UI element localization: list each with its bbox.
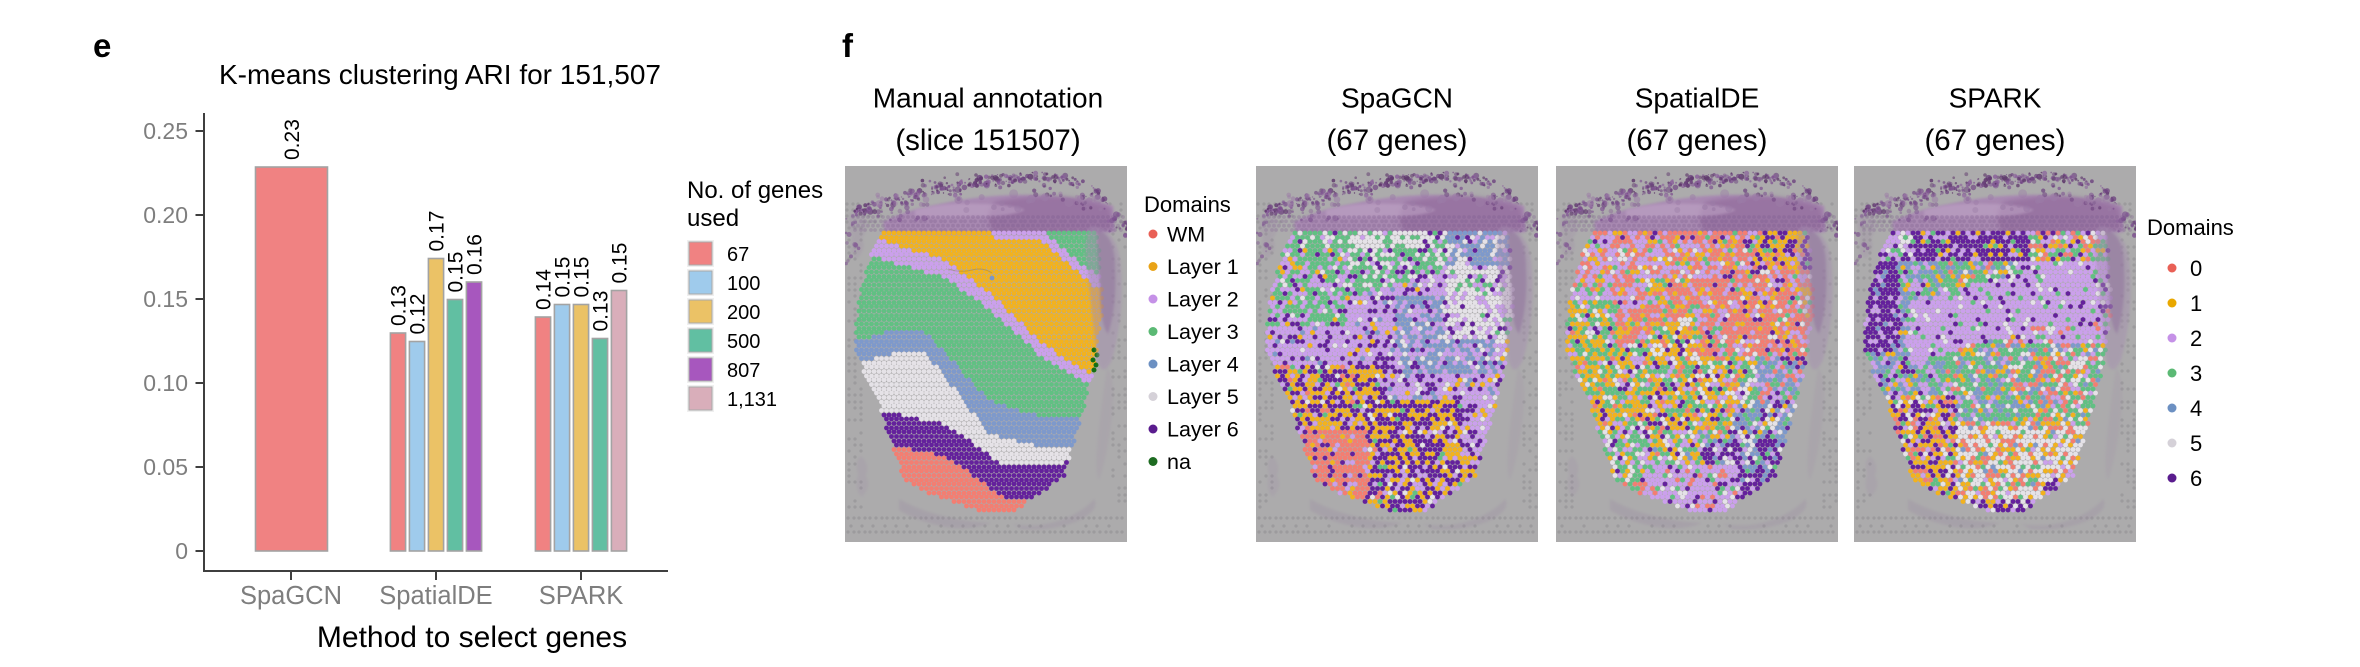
svg-text:SpaGCN: SpaGCN [1341, 83, 1453, 114]
svg-text:0.23: 0.23 [281, 119, 304, 160]
svg-text:3: 3 [2190, 361, 2202, 386]
svg-text:SPARK: SPARK [539, 582, 624, 610]
svg-text:0.10: 0.10 [143, 370, 188, 396]
svg-text:0.15: 0.15 [552, 257, 575, 298]
svg-text:WM: WM [1167, 223, 1205, 247]
svg-text:0.15: 0.15 [143, 286, 188, 312]
svg-text:e: e [93, 27, 111, 64]
svg-text:(67 genes): (67 genes) [1326, 124, 1467, 157]
svg-text:5: 5 [2190, 431, 2202, 456]
svg-text:0.25: 0.25 [143, 118, 188, 144]
svg-text:Layer 6: Layer 6 [1167, 418, 1239, 442]
svg-text:0.13: 0.13 [388, 285, 411, 326]
svg-text:Manual annotation: Manual annotation [873, 83, 1103, 114]
svg-text:500: 500 [727, 331, 760, 353]
svg-text:SpaGCN: SpaGCN [240, 582, 342, 610]
svg-text:1: 1 [2190, 291, 2202, 316]
svg-text:Method to select genes: Method to select genes [317, 621, 627, 654]
svg-text:used: used [687, 205, 739, 232]
svg-text:0.13: 0.13 [590, 291, 613, 332]
svg-text:1,131: 1,131 [727, 389, 777, 411]
svg-text:0: 0 [175, 538, 188, 564]
svg-text:0.14: 0.14 [533, 269, 556, 310]
svg-text:67: 67 [727, 244, 749, 266]
svg-text:Layer 3: Layer 3 [1167, 320, 1239, 344]
svg-text:200: 200 [727, 302, 760, 324]
svg-text:(67 genes): (67 genes) [1924, 124, 2065, 157]
svg-text:Domains: Domains [1144, 192, 1231, 217]
svg-text:0.16: 0.16 [464, 234, 487, 275]
svg-text:(67 genes): (67 genes) [1626, 124, 1767, 157]
svg-text:f: f [842, 27, 854, 64]
svg-text:0.12: 0.12 [407, 294, 430, 335]
svg-text:0.20: 0.20 [143, 202, 188, 228]
svg-text:Layer 2: Layer 2 [1167, 288, 1239, 312]
svg-text:4: 4 [2190, 396, 2202, 421]
svg-text:SpatialDE: SpatialDE [379, 582, 492, 610]
svg-text:0.17: 0.17 [426, 211, 449, 252]
svg-text:0: 0 [2190, 256, 2202, 281]
svg-text:6: 6 [2190, 466, 2202, 491]
svg-text:K-means clustering ARI for 151: K-means clustering ARI for 151,507 [219, 59, 661, 90]
svg-text:0.15: 0.15 [609, 243, 632, 284]
svg-text:Layer 4: Layer 4 [1167, 353, 1239, 377]
svg-text:Domains: Domains [2147, 215, 2234, 240]
svg-text:(slice 151507): (slice 151507) [895, 124, 1080, 157]
svg-text:No. of genes: No. of genes [687, 177, 823, 204]
svg-text:100: 100 [727, 273, 760, 295]
svg-text:0.15: 0.15 [571, 257, 594, 298]
svg-text:0.05: 0.05 [143, 454, 188, 480]
svg-text:0.15: 0.15 [445, 252, 468, 293]
svg-text:2: 2 [2190, 326, 2202, 351]
svg-text:SpatialDE: SpatialDE [1635, 83, 1760, 114]
svg-text:807: 807 [727, 360, 760, 382]
svg-text:SPARK: SPARK [1949, 83, 2042, 114]
svg-text:Layer 1: Layer 1 [1167, 255, 1239, 279]
svg-text:Layer 5: Layer 5 [1167, 385, 1239, 409]
svg-text:na: na [1167, 450, 1191, 474]
